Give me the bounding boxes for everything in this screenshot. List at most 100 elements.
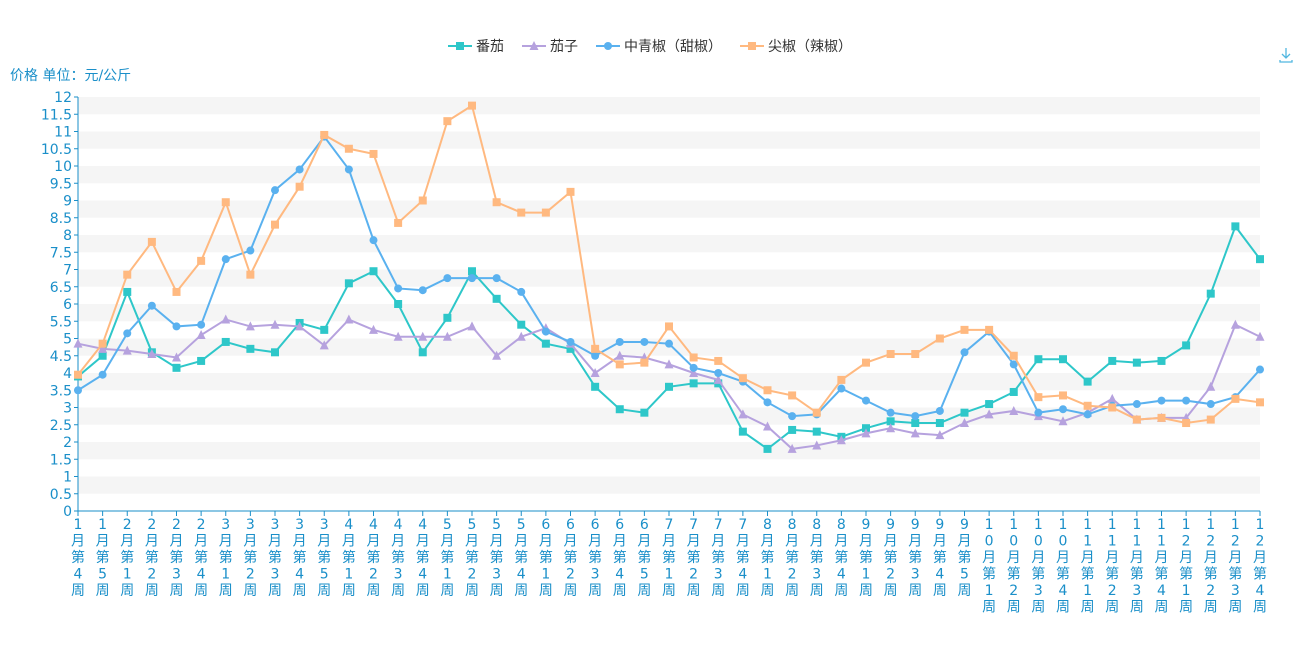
data-point[interactable] — [1157, 396, 1166, 405]
data-point[interactable] — [98, 370, 107, 379]
data-point[interactable] — [74, 386, 82, 395]
data-point[interactable] — [1256, 365, 1264, 374]
data-point[interactable] — [320, 325, 329, 334]
data-point[interactable] — [935, 419, 944, 428]
data-point[interactable] — [245, 321, 255, 331]
data-point[interactable] — [615, 405, 624, 414]
data-point[interactable] — [1255, 331, 1265, 341]
data-point[interactable] — [960, 325, 969, 334]
data-point[interactable] — [147, 237, 156, 246]
data-point[interactable] — [1157, 413, 1166, 422]
data-point[interactable] — [738, 409, 748, 419]
data-point[interactable] — [320, 130, 329, 139]
data-point[interactable] — [1132, 415, 1141, 424]
data-point[interactable] — [1009, 405, 1019, 415]
data-point[interactable] — [862, 396, 870, 405]
data-point[interactable] — [1206, 289, 1215, 298]
data-point[interactable] — [1083, 410, 1092, 419]
data-point[interactable] — [246, 344, 255, 353]
data-point[interactable] — [1009, 387, 1018, 396]
data-point[interactable] — [763, 421, 772, 431]
data-point[interactable] — [788, 391, 797, 400]
data-point[interactable] — [960, 418, 969, 428]
data-point[interactable] — [1256, 398, 1264, 407]
data-point[interactable] — [1083, 377, 1092, 386]
data-point[interactable] — [197, 320, 206, 329]
data-point[interactable] — [1058, 416, 1068, 426]
data-point[interactable] — [271, 220, 279, 229]
data-point[interactable] — [197, 356, 206, 365]
data-point[interactable] — [1059, 355, 1067, 364]
data-point[interactable] — [566, 344, 575, 353]
data-point[interactable] — [369, 236, 378, 245]
data-point[interactable] — [714, 369, 723, 377]
data-point[interactable] — [418, 196, 427, 205]
data-point[interactable] — [911, 412, 920, 421]
data-point[interactable] — [74, 370, 82, 379]
data-point[interactable] — [1059, 405, 1067, 414]
data-point[interactable] — [935, 406, 944, 415]
data-point[interactable] — [985, 400, 994, 409]
legend-item[interactable]: 番茄 — [448, 38, 504, 55]
data-point[interactable] — [221, 255, 230, 264]
data-point[interactable] — [738, 427, 747, 436]
data-point[interactable] — [418, 348, 427, 357]
data-point[interactable] — [1108, 403, 1117, 412]
data-point[interactable] — [1034, 355, 1043, 364]
data-point[interactable] — [788, 412, 797, 421]
data-point[interactable] — [960, 408, 969, 417]
data-point[interactable] — [911, 350, 920, 359]
data-point[interactable] — [295, 182, 304, 191]
data-point[interactable] — [1182, 396, 1191, 405]
data-point[interactable] — [468, 101, 476, 110]
legend-item[interactable]: 茄子 — [522, 38, 578, 55]
data-point[interactable] — [344, 144, 353, 153]
data-point[interactable] — [246, 246, 255, 255]
data-point[interactable] — [123, 329, 132, 338]
data-point[interactable] — [763, 386, 772, 395]
data-point[interactable] — [1157, 356, 1166, 365]
data-point[interactable] — [1009, 351, 1018, 360]
data-point[interactable] — [689, 368, 699, 377]
data-point[interactable] — [640, 408, 649, 417]
data-point[interactable] — [862, 358, 870, 367]
data-point[interactable] — [98, 339, 107, 348]
data-point[interactable] — [418, 331, 428, 341]
data-point[interactable] — [1059, 391, 1067, 400]
data-point[interactable] — [1034, 408, 1043, 417]
data-point[interactable] — [591, 344, 600, 353]
data-point[interactable] — [147, 301, 156, 310]
data-point[interactable] — [615, 350, 625, 360]
data-point[interactable] — [394, 218, 403, 227]
data-point[interactable] — [221, 337, 230, 346]
data-point[interactable] — [1009, 360, 1018, 369]
data-point[interactable] — [271, 348, 279, 357]
data-point[interactable] — [123, 270, 132, 279]
data-point[interactable] — [344, 165, 353, 174]
data-point[interactable] — [517, 208, 526, 217]
data-point[interactable] — [812, 440, 822, 450]
data-point[interactable] — [172, 352, 181, 362]
data-point[interactable] — [319, 340, 329, 350]
data-point[interactable] — [172, 287, 181, 296]
data-point[interactable] — [369, 267, 378, 276]
data-point[interactable] — [147, 349, 157, 359]
data-point[interactable] — [861, 428, 871, 438]
data-point[interactable] — [1206, 400, 1215, 409]
data-point[interactable] — [1108, 356, 1117, 365]
data-point[interactable] — [911, 419, 920, 428]
data-point[interactable] — [984, 409, 994, 419]
data-point[interactable] — [689, 379, 698, 388]
data-point[interactable] — [935, 430, 945, 440]
data-point[interactable] — [541, 208, 550, 217]
data-point[interactable] — [812, 427, 821, 436]
data-point[interactable] — [763, 398, 772, 407]
legend-item[interactable]: 中青椒（甜椒） — [596, 39, 722, 55]
data-point[interactable] — [935, 334, 944, 343]
data-point[interactable] — [886, 417, 895, 426]
download-icon[interactable] — [1279, 48, 1293, 63]
data-point[interactable] — [1206, 415, 1215, 424]
data-point[interactable] — [713, 374, 723, 384]
data-point[interactable] — [1034, 393, 1043, 402]
data-point[interactable] — [886, 350, 895, 359]
